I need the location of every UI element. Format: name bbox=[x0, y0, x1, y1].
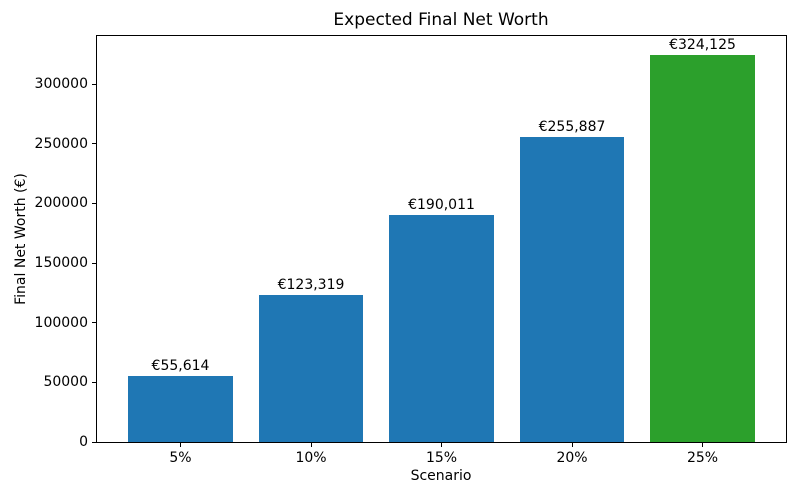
y-tick-mark bbox=[92, 83, 96, 85]
y-tick-mark bbox=[92, 262, 96, 264]
y-tick-mark bbox=[92, 202, 96, 204]
x-tick-mark bbox=[310, 443, 312, 447]
x-tick-label: 10% bbox=[295, 450, 327, 466]
y-tick-mark bbox=[92, 143, 96, 145]
x-tick-mark bbox=[702, 443, 703, 447]
bar-25% bbox=[650, 55, 755, 442]
y-axis-label: Final Net Worth (€) bbox=[13, 173, 29, 305]
bar-5% bbox=[128, 375, 233, 442]
bar-value-label: €324,125 bbox=[669, 37, 736, 54]
y-tick-mark bbox=[92, 441, 96, 443]
y-tick-label: 50000 bbox=[43, 374, 88, 391]
y-tick-label: 100000 bbox=[34, 314, 88, 331]
y-tick-label: 150000 bbox=[34, 255, 88, 272]
plot-area: €55,614 5% €123,319 10% €190,011 15% €255,887 2… bbox=[35, 35, 787, 466]
y-tick-label: 250000 bbox=[34, 135, 88, 152]
x-tick-mark bbox=[571, 443, 573, 447]
bar-value-label: €255,887 bbox=[538, 118, 606, 135]
chart-title: Expected Final Net Worth bbox=[333, 10, 549, 30]
y-tick-mark bbox=[92, 381, 96, 383]
bar-20% bbox=[519, 136, 625, 442]
bar-10% bbox=[258, 294, 364, 442]
bar-value-label: €55,614 bbox=[151, 357, 210, 374]
y-tick-label: 300000 bbox=[34, 76, 88, 93]
y-tick-label: 0 bbox=[79, 434, 88, 450]
y-tick-label: 200000 bbox=[34, 195, 88, 212]
x-tick-label: 25% bbox=[686, 450, 719, 466]
x-tick-label: 20% bbox=[556, 450, 588, 466]
bar-value-label: €190,011 bbox=[408, 197, 475, 214]
x-axis-label: Scenario bbox=[410, 468, 472, 484]
x-tick-label: 5% bbox=[169, 450, 192, 466]
y-tick-mark bbox=[92, 322, 96, 324]
bar-value-label: €123,319 bbox=[277, 276, 345, 293]
bar-15% bbox=[389, 215, 494, 442]
x-tick-mark bbox=[441, 443, 442, 447]
x-tick-mark bbox=[180, 443, 181, 447]
x-tick-label: 15% bbox=[425, 450, 458, 466]
